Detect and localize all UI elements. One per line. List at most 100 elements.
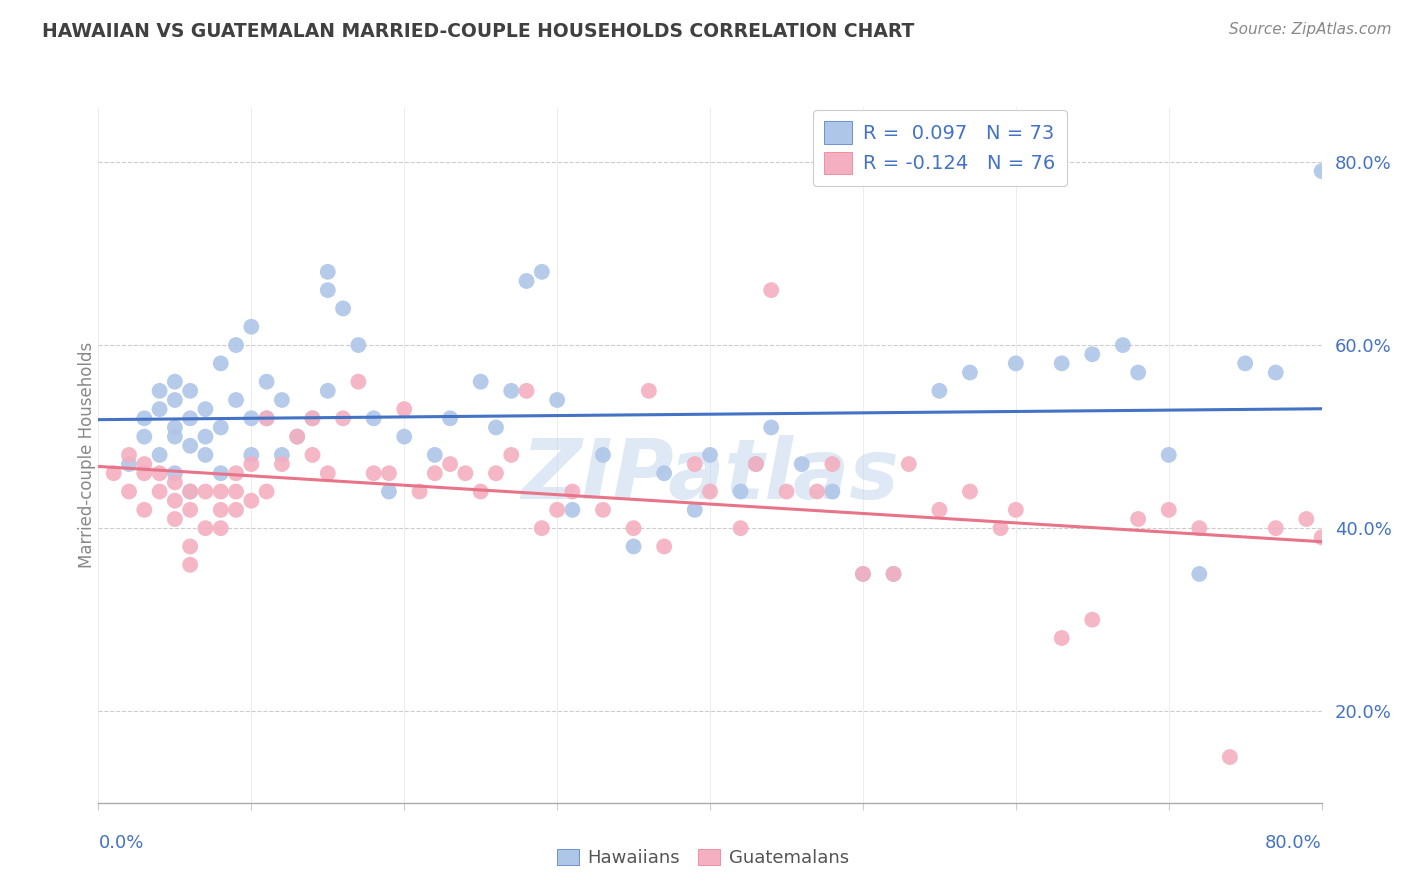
Point: [163, 392, 186, 407]
Point: [592, 503, 614, 517]
Point: [530, 265, 553, 279]
Point: [730, 521, 752, 535]
Point: [652, 467, 675, 481]
Point: [194, 484, 217, 499]
Point: [1004, 503, 1026, 517]
Point: [270, 392, 292, 407]
Point: [959, 484, 981, 499]
Point: [149, 402, 172, 417]
Point: [179, 503, 201, 517]
Point: [1157, 448, 1180, 462]
Point: [530, 521, 553, 535]
Point: [347, 338, 370, 352]
Point: [240, 493, 263, 508]
Point: [194, 521, 217, 535]
Point: [256, 375, 278, 389]
Point: [256, 411, 278, 425]
Point: [730, 484, 752, 499]
Point: [163, 512, 186, 526]
Point: [134, 457, 156, 471]
Point: [316, 265, 339, 279]
Point: [134, 503, 156, 517]
Point: [149, 484, 172, 499]
Point: [1081, 613, 1104, 627]
Point: [209, 420, 232, 434]
Point: [332, 301, 354, 316]
Point: [316, 283, 339, 297]
Point: [134, 467, 156, 481]
Point: [301, 411, 323, 425]
Point: [546, 503, 568, 517]
Point: [928, 384, 950, 398]
Point: [225, 467, 247, 481]
Point: [225, 484, 247, 499]
Point: [149, 467, 172, 481]
Point: [240, 319, 263, 334]
Point: [423, 467, 446, 481]
Point: [285, 429, 308, 443]
Point: [225, 338, 247, 352]
Point: [1264, 366, 1286, 380]
Legend: Hawaiians, Guatemalans: Hawaiians, Guatemalans: [550, 841, 856, 874]
Point: [806, 484, 828, 499]
Point: [209, 503, 232, 517]
Point: [699, 484, 721, 499]
Point: [134, 411, 156, 425]
Point: [592, 448, 614, 462]
Point: [163, 375, 186, 389]
Point: [240, 448, 263, 462]
Point: [561, 503, 583, 517]
Point: [240, 411, 263, 425]
Point: [470, 375, 492, 389]
Point: [194, 448, 217, 462]
Point: [928, 503, 950, 517]
Point: [485, 420, 508, 434]
Point: [163, 475, 186, 490]
Point: [270, 448, 292, 462]
Point: [378, 467, 401, 481]
Point: [332, 411, 354, 425]
Point: [759, 283, 782, 297]
Point: [485, 467, 508, 481]
Point: [501, 448, 523, 462]
Point: [1234, 356, 1257, 370]
Point: [256, 411, 278, 425]
Point: [392, 429, 416, 443]
Point: [1188, 566, 1211, 581]
Point: [149, 384, 172, 398]
Point: [1050, 356, 1073, 370]
Point: [959, 366, 981, 380]
Point: [423, 448, 446, 462]
Point: [561, 484, 583, 499]
Point: [501, 384, 523, 398]
Point: [852, 566, 875, 581]
Point: [1128, 366, 1150, 380]
Point: [163, 429, 186, 443]
Point: [163, 493, 186, 508]
Point: [852, 566, 875, 581]
Text: Source: ZipAtlas.com: Source: ZipAtlas.com: [1229, 22, 1392, 37]
Point: [1050, 631, 1073, 645]
Point: [683, 457, 706, 471]
Point: [209, 467, 232, 481]
Point: [454, 467, 477, 481]
Point: [179, 439, 201, 453]
Point: [883, 566, 905, 581]
Point: [163, 420, 186, 434]
Point: [883, 566, 905, 581]
Point: [179, 558, 201, 572]
Point: [225, 503, 247, 517]
Point: [1128, 512, 1150, 526]
Point: [470, 484, 492, 499]
Point: [790, 457, 813, 471]
Point: [118, 484, 141, 499]
Point: [745, 457, 768, 471]
Legend: R =  0.097   N = 73, R = -0.124   N = 76: R = 0.097 N = 73, R = -0.124 N = 76: [813, 110, 1067, 186]
Point: [408, 484, 430, 499]
Point: [194, 402, 217, 417]
Point: [316, 467, 339, 481]
Point: [990, 521, 1012, 535]
Point: [194, 429, 217, 443]
Point: [256, 484, 278, 499]
Point: [623, 521, 645, 535]
